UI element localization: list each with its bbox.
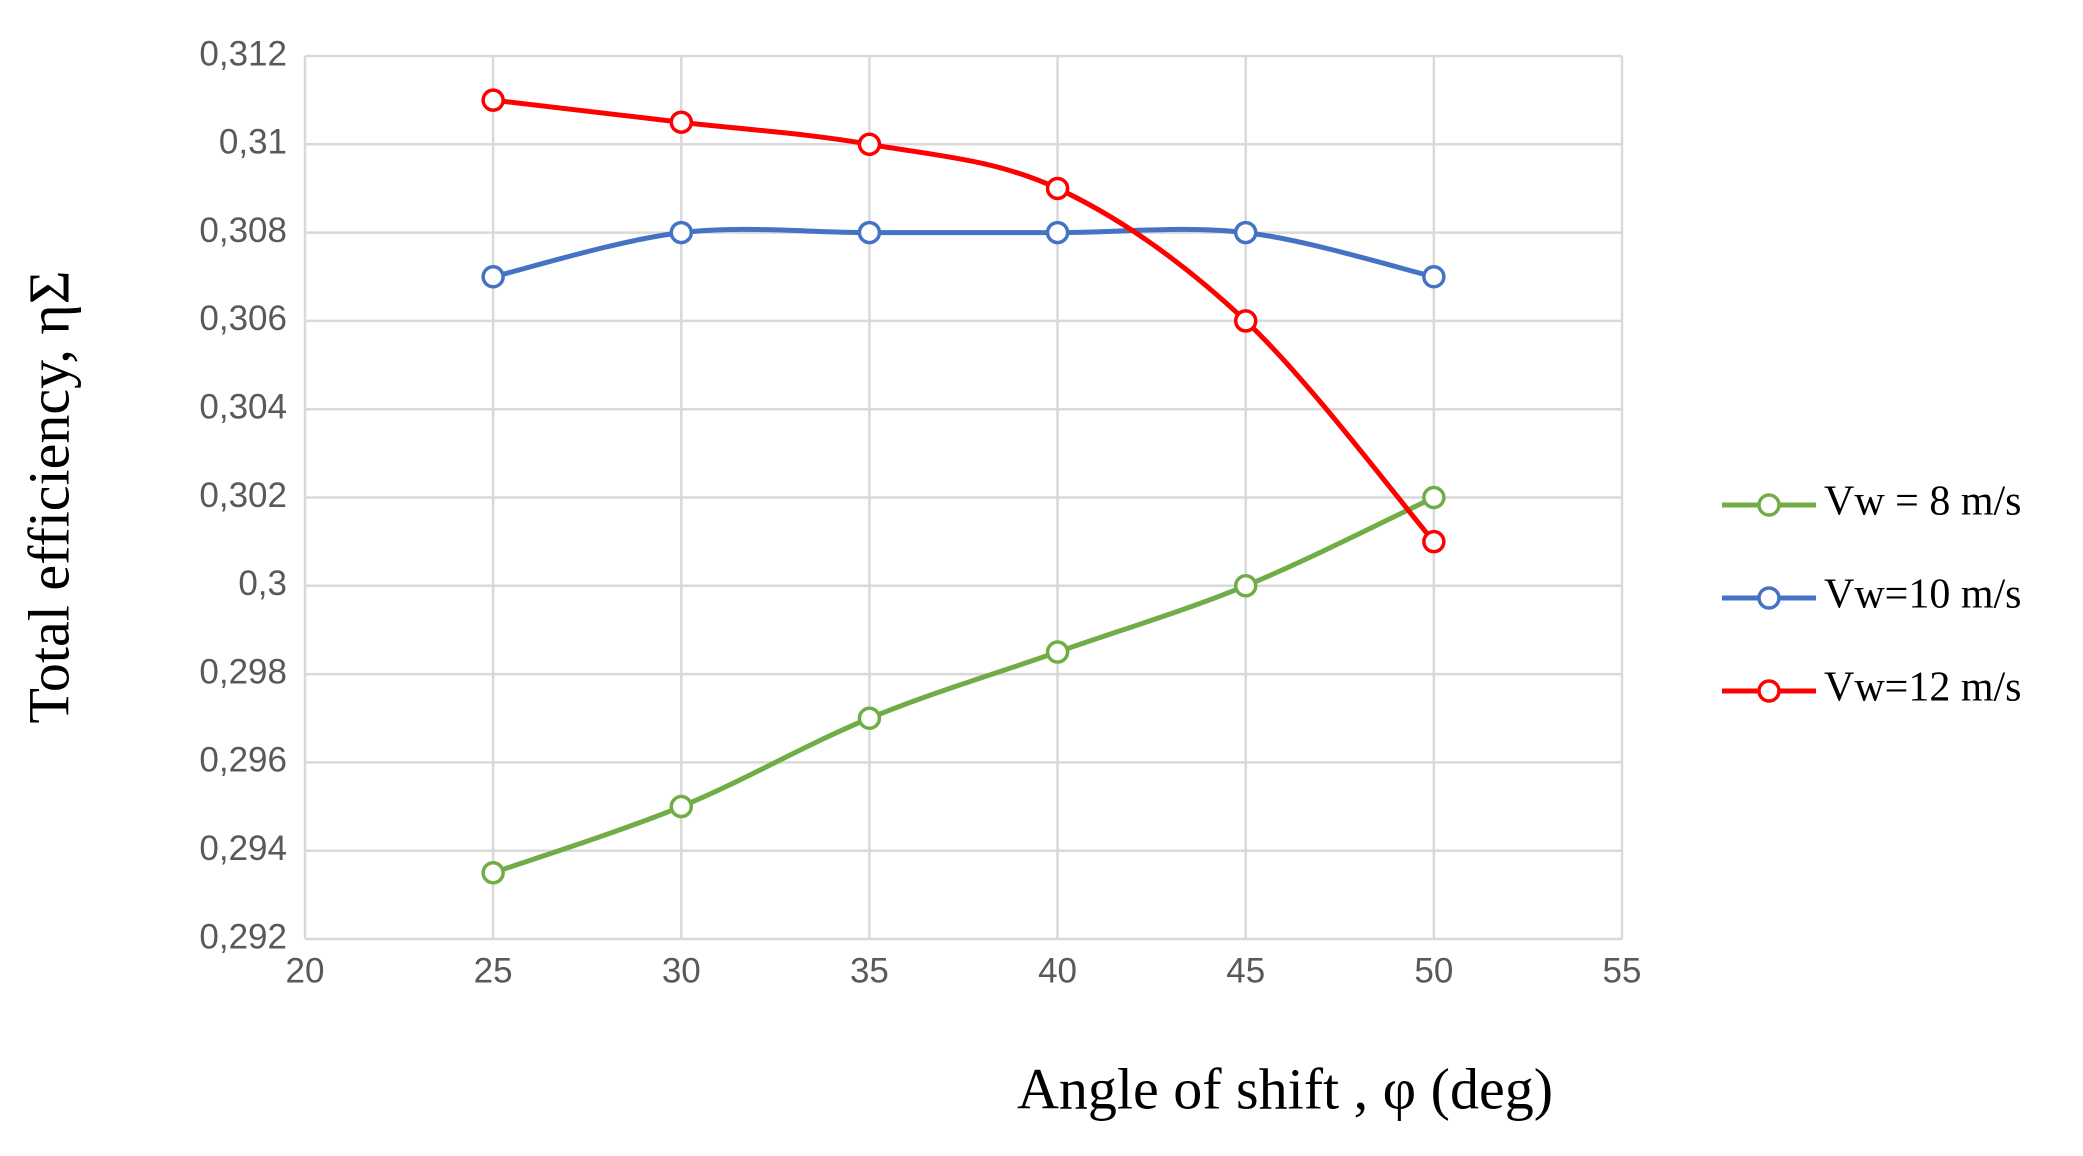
data-point bbox=[669, 110, 694, 134]
y-tick-label: 0,306 bbox=[199, 299, 287, 338]
x-tick-label: 35 bbox=[850, 951, 889, 990]
y-tick-label: 0,3 bbox=[238, 564, 287, 603]
data-point bbox=[857, 220, 882, 245]
series-line bbox=[492, 495, 1435, 876]
x-tick-label: 25 bbox=[474, 951, 513, 990]
x-tick-label: 20 bbox=[286, 951, 325, 990]
y-tick-label: 0,312 bbox=[199, 34, 287, 73]
data-point bbox=[481, 88, 505, 112]
y-tick-label: 0,31 bbox=[219, 123, 287, 162]
data-point bbox=[1233, 309, 1258, 333]
y-tick-label: 0,302 bbox=[199, 476, 287, 515]
data-point bbox=[1045, 176, 1070, 201]
x-tick-label: 50 bbox=[1414, 951, 1453, 990]
x-tick-label: 55 bbox=[1603, 951, 1642, 990]
y-axis-title: Total efficiency, ηΣ bbox=[16, 271, 81, 724]
legend-marker bbox=[1757, 493, 1781, 517]
data-point bbox=[669, 220, 694, 245]
y-tick-label: 0,292 bbox=[199, 917, 287, 956]
x-tick-label: 30 bbox=[662, 951, 701, 990]
data-point bbox=[481, 265, 505, 289]
data-point bbox=[857, 132, 882, 157]
legend-label: Vw=12 m/s bbox=[1824, 665, 2022, 711]
legend-label: Vw = 8 m/s bbox=[1824, 479, 2022, 525]
data-point bbox=[857, 706, 882, 730]
legend-marker bbox=[1757, 679, 1781, 703]
legend-marker bbox=[1757, 586, 1781, 610]
x-axis-title: Angle of shift , φ (deg) bbox=[1017, 1056, 1553, 1121]
data-point bbox=[669, 794, 694, 819]
data-point bbox=[1045, 640, 1070, 664]
data-point bbox=[1233, 220, 1258, 245]
y-tick-label: 0,296 bbox=[199, 741, 287, 780]
data-point bbox=[481, 861, 505, 885]
series-line bbox=[492, 226, 1435, 280]
data-point bbox=[1422, 529, 1446, 554]
data-point bbox=[1233, 574, 1258, 598]
y-tick-label: 0,308 bbox=[199, 211, 287, 250]
data-point bbox=[1045, 220, 1070, 245]
data-point bbox=[1422, 485, 1446, 510]
y-tick-label: 0,294 bbox=[199, 829, 287, 868]
y-tick-label: 0,298 bbox=[199, 652, 287, 691]
x-tick-label: 45 bbox=[1226, 951, 1265, 990]
y-tick-label: 0,304 bbox=[199, 387, 287, 426]
x-tick-label: 40 bbox=[1038, 951, 1077, 990]
data-point bbox=[1422, 265, 1446, 289]
legend-label: Vw=10 m/s bbox=[1824, 572, 2022, 618]
